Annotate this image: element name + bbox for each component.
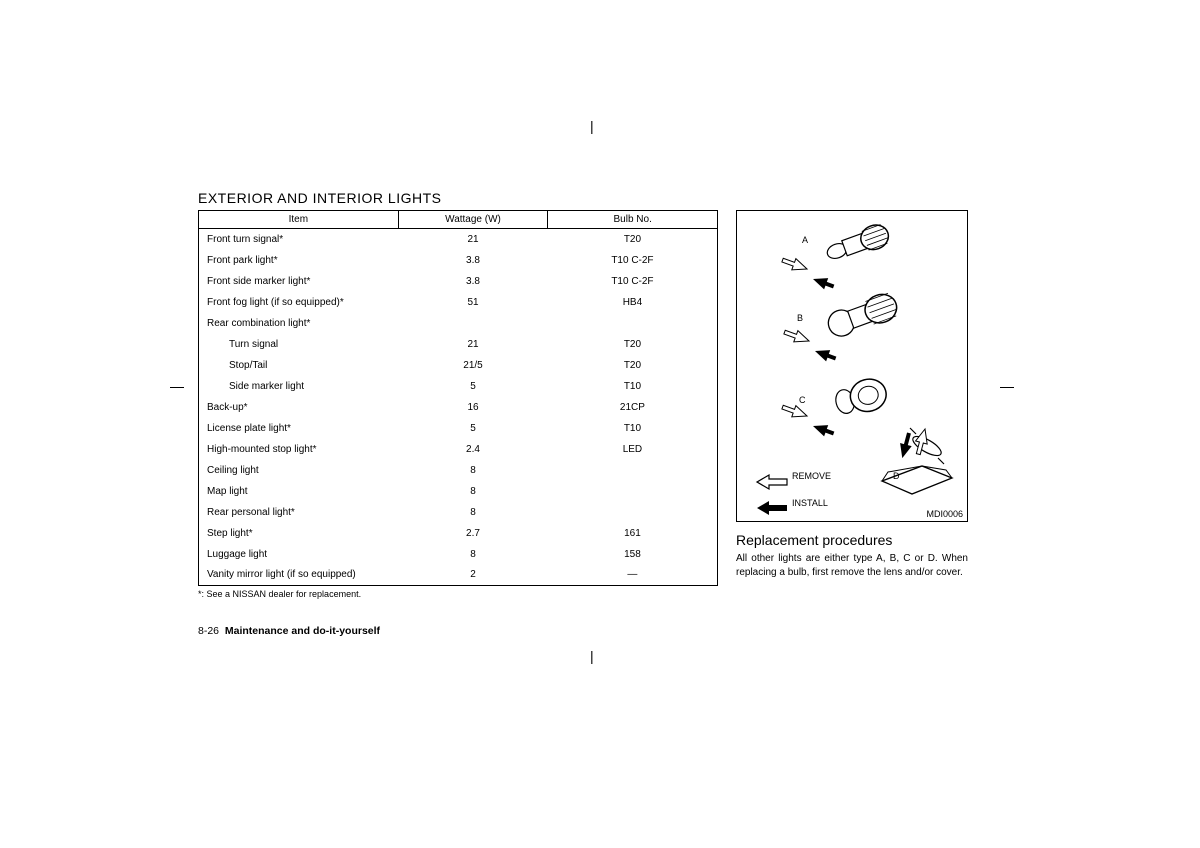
cell-bulb: T20	[548, 355, 718, 376]
cell-item: High-mounted stop light*	[199, 439, 399, 460]
cell-item: Vanity mirror light (if so equipped)	[199, 565, 399, 586]
cell-item: Stop/Tail	[199, 355, 399, 376]
table-row: Vanity mirror light (if so equipped)2—	[199, 565, 718, 586]
section-heading: EXTERIOR AND INTERIOR LIGHTS	[198, 190, 968, 206]
cell-wattage: 2	[398, 565, 548, 586]
table-header-row: Item Wattage (W) Bulb No.	[199, 211, 718, 229]
section-name: Maintenance and do-it-yourself	[225, 625, 380, 637]
cell-bulb: —	[548, 565, 718, 586]
table-row: Front park light*3.8T10 C-2F	[199, 250, 718, 271]
cell-bulb: LED	[548, 439, 718, 460]
table-row: High-mounted stop light*2.4LED	[199, 439, 718, 460]
cell-item: Step light*	[199, 523, 399, 544]
cell-wattage: 8	[398, 544, 548, 565]
page-footer: 8-26 Maintenance and do-it-yourself	[198, 625, 718, 637]
cell-wattage: 3.8	[398, 250, 548, 271]
cell-item: Side marker light	[199, 376, 399, 397]
right-column: A B C D REMOVE INSTALL MDI0006 Replaceme…	[736, 210, 968, 579]
cell-bulb: T10	[548, 418, 718, 439]
cell-item: Back-up*	[199, 397, 399, 418]
crop-mark-bottom: |	[590, 648, 594, 664]
procedures-heading: Replacement procedures	[736, 532, 968, 548]
crop-mark-left	[170, 387, 184, 388]
cell-bulb: T20	[548, 229, 718, 250]
cell-wattage: 16	[398, 397, 548, 418]
cell-wattage: 21	[398, 334, 548, 355]
cell-bulb: 161	[548, 523, 718, 544]
cell-wattage: 5	[398, 418, 548, 439]
col-wattage: Wattage (W)	[398, 211, 548, 229]
table-row: Front side marker light*3.8T10 C-2F	[199, 271, 718, 292]
col-item: Item	[199, 211, 399, 229]
table-row: Rear personal light*8	[199, 502, 718, 523]
table-wrap: Item Wattage (W) Bulb No. Front turn sig…	[198, 210, 718, 637]
content-row: Item Wattage (W) Bulb No. Front turn sig…	[198, 210, 968, 637]
table-footnote: *: See a NISSAN dealer for replacement.	[198, 589, 718, 599]
cell-wattage: 51	[398, 292, 548, 313]
cell-bulb: T10	[548, 376, 718, 397]
cell-wattage: 8	[398, 502, 548, 523]
cell-wattage: 3.8	[398, 271, 548, 292]
bulb-diagram: A B C D REMOVE INSTALL MDI0006	[736, 210, 968, 522]
cell-item: Ceiling light	[199, 460, 399, 481]
cell-wattage: 21/5	[398, 355, 548, 376]
cell-item: License plate light*	[199, 418, 399, 439]
table-row: Luggage light8158	[199, 544, 718, 565]
table-row: Ceiling light8	[199, 460, 718, 481]
cell-wattage: 2.7	[398, 523, 548, 544]
cell-bulb	[548, 502, 718, 523]
cell-bulb: 158	[548, 544, 718, 565]
cell-item: Front turn signal*	[199, 229, 399, 250]
remove-label: REMOVE	[792, 471, 831, 481]
table-row: Front turn signal*21T20	[199, 229, 718, 250]
table-row: Back-up*1621CP	[199, 397, 718, 418]
cell-bulb	[548, 481, 718, 502]
procedures-text: All other lights are either type A, B, C…	[736, 552, 968, 579]
install-label: INSTALL	[792, 498, 828, 508]
cell-item: Map light	[199, 481, 399, 502]
table-row: Side marker light5T10	[199, 376, 718, 397]
cell-bulb	[548, 313, 718, 334]
table-row: Turn signal21T20	[199, 334, 718, 355]
diagram-label-c: C	[799, 395, 806, 405]
cell-wattage: 8	[398, 460, 548, 481]
cell-item: Front park light*	[199, 250, 399, 271]
diagram-label-a: A	[802, 235, 808, 245]
diagram-svg	[737, 211, 969, 523]
col-bulb: Bulb No.	[548, 211, 718, 229]
table-row: Rear combination light*	[199, 313, 718, 334]
cell-item: Rear combination light*	[199, 313, 399, 334]
cell-wattage: 21	[398, 229, 548, 250]
cell-bulb	[548, 460, 718, 481]
diagram-code: MDI0006	[926, 509, 963, 519]
cell-wattage: 5	[398, 376, 548, 397]
cell-wattage: 8	[398, 481, 548, 502]
crop-mark-right	[1000, 387, 1014, 388]
cell-bulb: T10 C-2F	[548, 271, 718, 292]
table-row: Front fog light (if so equipped)*51HB4	[199, 292, 718, 313]
table-row: Map light8	[199, 481, 718, 502]
cell-item: Turn signal	[199, 334, 399, 355]
page-content: EXTERIOR AND INTERIOR LIGHTS Item Wattag…	[198, 190, 968, 637]
diagram-label-d: D	[893, 471, 900, 481]
cell-wattage	[398, 313, 548, 334]
cell-wattage: 2.4	[398, 439, 548, 460]
page-number: 8-26	[198, 625, 219, 637]
cell-item: Luggage light	[199, 544, 399, 565]
cell-bulb: HB4	[548, 292, 718, 313]
crop-mark-top: |	[590, 118, 594, 134]
cell-item: Front side marker light*	[199, 271, 399, 292]
cell-item: Front fog light (if so equipped)*	[199, 292, 399, 313]
cell-bulb: T20	[548, 334, 718, 355]
table-row: Stop/Tail21/5T20	[199, 355, 718, 376]
lights-table: Item Wattage (W) Bulb No. Front turn sig…	[198, 210, 718, 586]
table-row: License plate light*5T10	[199, 418, 718, 439]
table-row: Step light*2.7161	[199, 523, 718, 544]
cell-bulb: T10 C-2F	[548, 250, 718, 271]
cell-bulb: 21CP	[548, 397, 718, 418]
diagram-label-b: B	[797, 313, 803, 323]
cell-item: Rear personal light*	[199, 502, 399, 523]
